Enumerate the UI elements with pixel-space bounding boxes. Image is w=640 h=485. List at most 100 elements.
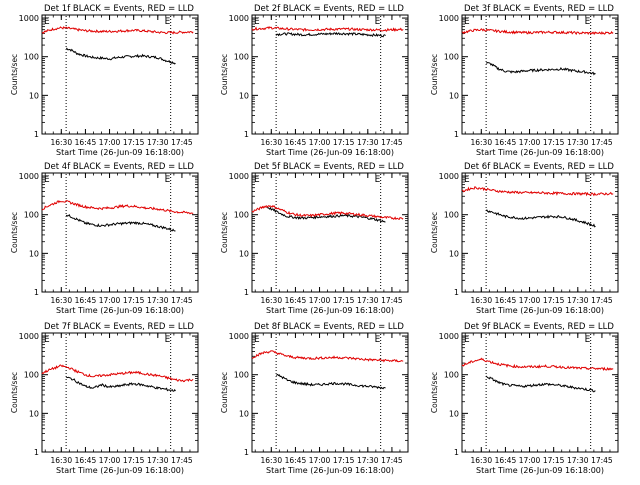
panel-title: Det 4f BLACK = Events, RED = LLD [44,162,194,172]
y-tick-label: 1000 [19,14,39,23]
y-tick-label: 100 [24,371,39,380]
corner-label-left: E [44,335,50,345]
corner-label-right: E [585,175,591,185]
y-tick-label: 10 [29,91,39,100]
y-tick-label: 1 [454,130,459,139]
y-tick-label: 10 [449,409,459,418]
x-tick-label: 16:30 [50,456,72,465]
y-tick-label: 1000 [229,332,249,341]
x-tick-label: 17:45 [171,296,193,305]
series-line-events [65,213,176,232]
x-tick-label: 16:30 [260,138,282,147]
y-axis-label: Counts/sec [430,54,439,95]
x-tick-label: 16:30 [260,456,282,465]
y-tick-label: 1 [34,130,39,139]
x-tick-label: 16:45 [285,296,307,305]
x-tick-label: 17:30 [357,456,379,465]
x-axis-label: Start Time (26-Jun-09 16:18:00) [56,148,184,157]
x-tick-label: 17:45 [591,138,613,147]
x-tick-label: 17:30 [567,138,589,147]
y-tick-label: 10 [239,409,249,418]
y-tick-label: 1000 [439,332,459,341]
y-tick-label: 1 [34,448,39,457]
x-tick-label: 17:15 [543,456,565,465]
series-line-events [275,31,386,38]
panel-det-3f: Det 3f BLACK = Events, RED = LLD 1 10 100 10… [430,4,619,157]
corner-label-right: E [165,335,171,345]
plot-frame [41,172,199,293]
y-tick-label: 1 [454,288,459,297]
series-line-lld [41,26,194,35]
panel-det-5f: Det 5f BLACK = Events, RED = LLD 1 10 100 10… [220,162,409,315]
y-tick-label: 1 [34,288,39,297]
plot-frame [251,14,409,135]
y-axis-label: Counts/sec [10,372,19,413]
x-tick-label: 16:45 [495,296,517,305]
corner-label-left: E [464,335,470,345]
corner-label-right: E [585,335,591,345]
x-tick-label: 17:15 [333,138,355,147]
y-tick-label: 10 [29,249,39,258]
x-tick-label: 16:45 [495,138,517,147]
series-line-lld [461,28,614,36]
panel-title: Det 7f BLACK = Events, RED = LLD [44,322,194,332]
panel-det-4f: Det 4f BLACK = Events, RED = LLD 1 10 100 10… [10,162,199,315]
y-tick-label: 1 [244,288,249,297]
x-axis-label: Start Time (26-Jun-09 16:18:00) [476,306,604,315]
x-tick-label: 17:00 [519,138,541,147]
x-tick-label: 17:00 [519,296,541,305]
x-tick-label: 17:00 [99,456,121,465]
x-tick-label: 17:00 [309,456,331,465]
panel-det-6f: Det 6f BLACK = Events, RED = LLD 1 10 100 10… [430,162,619,315]
x-tick-label: 17:45 [171,456,193,465]
series-line-lld [461,186,614,197]
x-tick-label: 16:45 [285,138,307,147]
y-tick-label: 1 [454,448,459,457]
series-line-events [65,376,176,392]
y-tick-label: 100 [234,211,249,220]
x-tick-label: 17:15 [333,296,355,305]
y-tick-label: 100 [444,211,459,220]
x-tick-label: 17:45 [171,138,193,147]
panel-title: Det 1f BLACK = Events, RED = LLD [44,4,194,14]
series-line-lld [251,350,404,363]
corner-label-right: E [165,17,171,27]
x-tick-label: 17:00 [519,456,541,465]
y-tick-label: 1000 [19,172,39,181]
x-tick-label: 17:15 [123,296,145,305]
x-axis-label: Start Time (26-Jun-09 16:18:00) [266,148,394,157]
y-tick-label: 10 [449,91,459,100]
corner-label-right: E [165,175,171,185]
corner-label-right: E [375,17,381,27]
x-tick-label: 16:30 [50,296,72,305]
plot-frame [461,172,619,293]
x-tick-label: 17:30 [147,138,169,147]
panel-det-9f: Det 9f BLACK = Events, RED = LLD 1 10 100 10… [430,322,619,475]
x-tick-label: 17:45 [591,296,613,305]
corner-label-left: E [44,17,50,27]
panel-title: Det 9f BLACK = Events, RED = LLD [464,322,614,332]
y-tick-label: 10 [239,91,249,100]
y-axis-label: Counts/sec [430,372,439,413]
x-axis-label: Start Time (26-Jun-09 16:18:00) [266,466,394,475]
series-line-lld [41,364,194,383]
x-axis-label: Start Time (26-Jun-09 16:18:00) [56,306,184,315]
x-tick-label: 17:30 [567,456,589,465]
series-line-lld [461,357,614,372]
y-axis-label: Counts/sec [220,212,229,253]
x-tick-label: 17:00 [309,138,331,147]
x-tick-label: 16:30 [50,138,72,147]
panel-title: Det 8f BLACK = Events, RED = LLD [254,322,404,332]
x-axis-label: Start Time (26-Jun-09 16:18:00) [56,466,184,475]
series-line-events [485,61,596,76]
y-tick-label: 10 [239,249,249,258]
x-tick-label: 17:45 [591,456,613,465]
y-axis-label: Counts/sec [220,54,229,95]
x-tick-label: 16:30 [470,296,492,305]
y-tick-label: 1000 [229,14,249,23]
panel-title: Det 5f BLACK = Events, RED = LLD [254,162,404,172]
x-tick-label: 17:15 [543,138,565,147]
x-tick-label: 17:30 [147,296,169,305]
x-tick-label: 17:00 [309,296,331,305]
